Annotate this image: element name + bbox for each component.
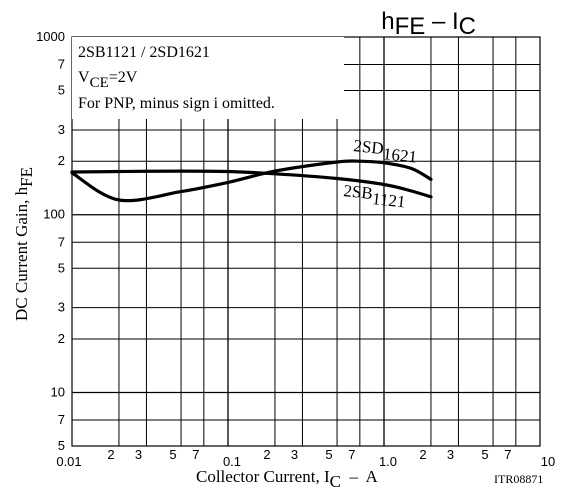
annotation-box: 2SB1121 / 2SD1621 VCE=2V For PNP, minus … bbox=[72, 37, 344, 119]
annotation-line-3: For PNP, minus sign i omitted. bbox=[78, 95, 275, 112]
x-tick-label: 2 bbox=[107, 447, 114, 462]
y-tick-label: 7 bbox=[58, 412, 65, 427]
x-tick-label: 2 bbox=[419, 447, 426, 462]
figure-code: ITR08871 bbox=[494, 472, 543, 486]
series-label-2sd1621: 2SD1621 bbox=[352, 136, 418, 167]
y-tick-label: 10 bbox=[51, 384, 65, 399]
x-axis-label: Collector Current, IC – A bbox=[196, 467, 379, 491]
x-tick-label: 5 bbox=[481, 447, 488, 462]
x-tick-label: 3 bbox=[291, 447, 298, 462]
x-tick-label: 2 bbox=[263, 447, 270, 462]
x-tick-label: 5 bbox=[169, 447, 176, 462]
x-tick-labels: 0.01 2 3 5 7 0.1 2 3 5 7 1.0 2 3 5 7 10 bbox=[56, 447, 555, 469]
y-tick-label: 5 bbox=[58, 260, 65, 275]
annotation-background bbox=[72, 37, 344, 119]
chart-title: hFE – IC bbox=[381, 8, 476, 40]
x-tick-label: 7 bbox=[192, 447, 199, 462]
x-tick-label: 0.1 bbox=[223, 454, 241, 469]
y-tick-label: 100 bbox=[43, 207, 65, 222]
y-tick-label: 3 bbox=[58, 122, 65, 137]
x-tick-label: 3 bbox=[447, 447, 454, 462]
y-tick-label: 2 bbox=[58, 331, 65, 346]
annotation-line-2: VCE=2V bbox=[78, 69, 138, 91]
y-tick-label: 2 bbox=[58, 153, 65, 168]
x-tick-label: 3 bbox=[135, 447, 142, 462]
x-axis-label-text: Collector Current, IC – A bbox=[196, 467, 379, 491]
series-labels: 2SD1621 2SB1121 bbox=[342, 136, 418, 211]
grid bbox=[71, 36, 541, 447]
y-axis-label-text: DC Current Gain, hFE bbox=[12, 167, 36, 321]
series-label-2sb1121: 2SB1121 bbox=[342, 181, 407, 211]
series-line-2sd1621 bbox=[70, 159, 433, 203]
y-tick-label: 1000 bbox=[36, 29, 65, 44]
x-tick-label: 7 bbox=[348, 447, 355, 462]
y-tick-labels: 1000 7 5 3 2 100 7 5 3 2 10 7 5 bbox=[36, 29, 65, 453]
y-tick-label: 7 bbox=[58, 234, 65, 249]
y-tick-label: 5 bbox=[58, 83, 65, 98]
series-line-2sb1121 bbox=[70, 169, 433, 199]
x-tick-label: 10 bbox=[541, 454, 555, 469]
x-tick-label: 0.01 bbox=[56, 454, 81, 469]
y-tick-label: 5 bbox=[58, 438, 65, 453]
x-tick-label: 7 bbox=[504, 447, 511, 462]
series-lines bbox=[70, 159, 433, 203]
x-tick-label: 1.0 bbox=[379, 454, 397, 469]
chart-title-text: hFE – IC bbox=[381, 8, 476, 40]
annotation-line-1: 2SB1121 / 2SD1621 bbox=[78, 44, 210, 61]
x-tick-label: 5 bbox=[325, 447, 332, 462]
y-tick-label: 7 bbox=[58, 57, 65, 72]
y-tick-label: 3 bbox=[58, 300, 65, 315]
y-axis-label: DC Current Gain, hFE bbox=[12, 167, 36, 321]
